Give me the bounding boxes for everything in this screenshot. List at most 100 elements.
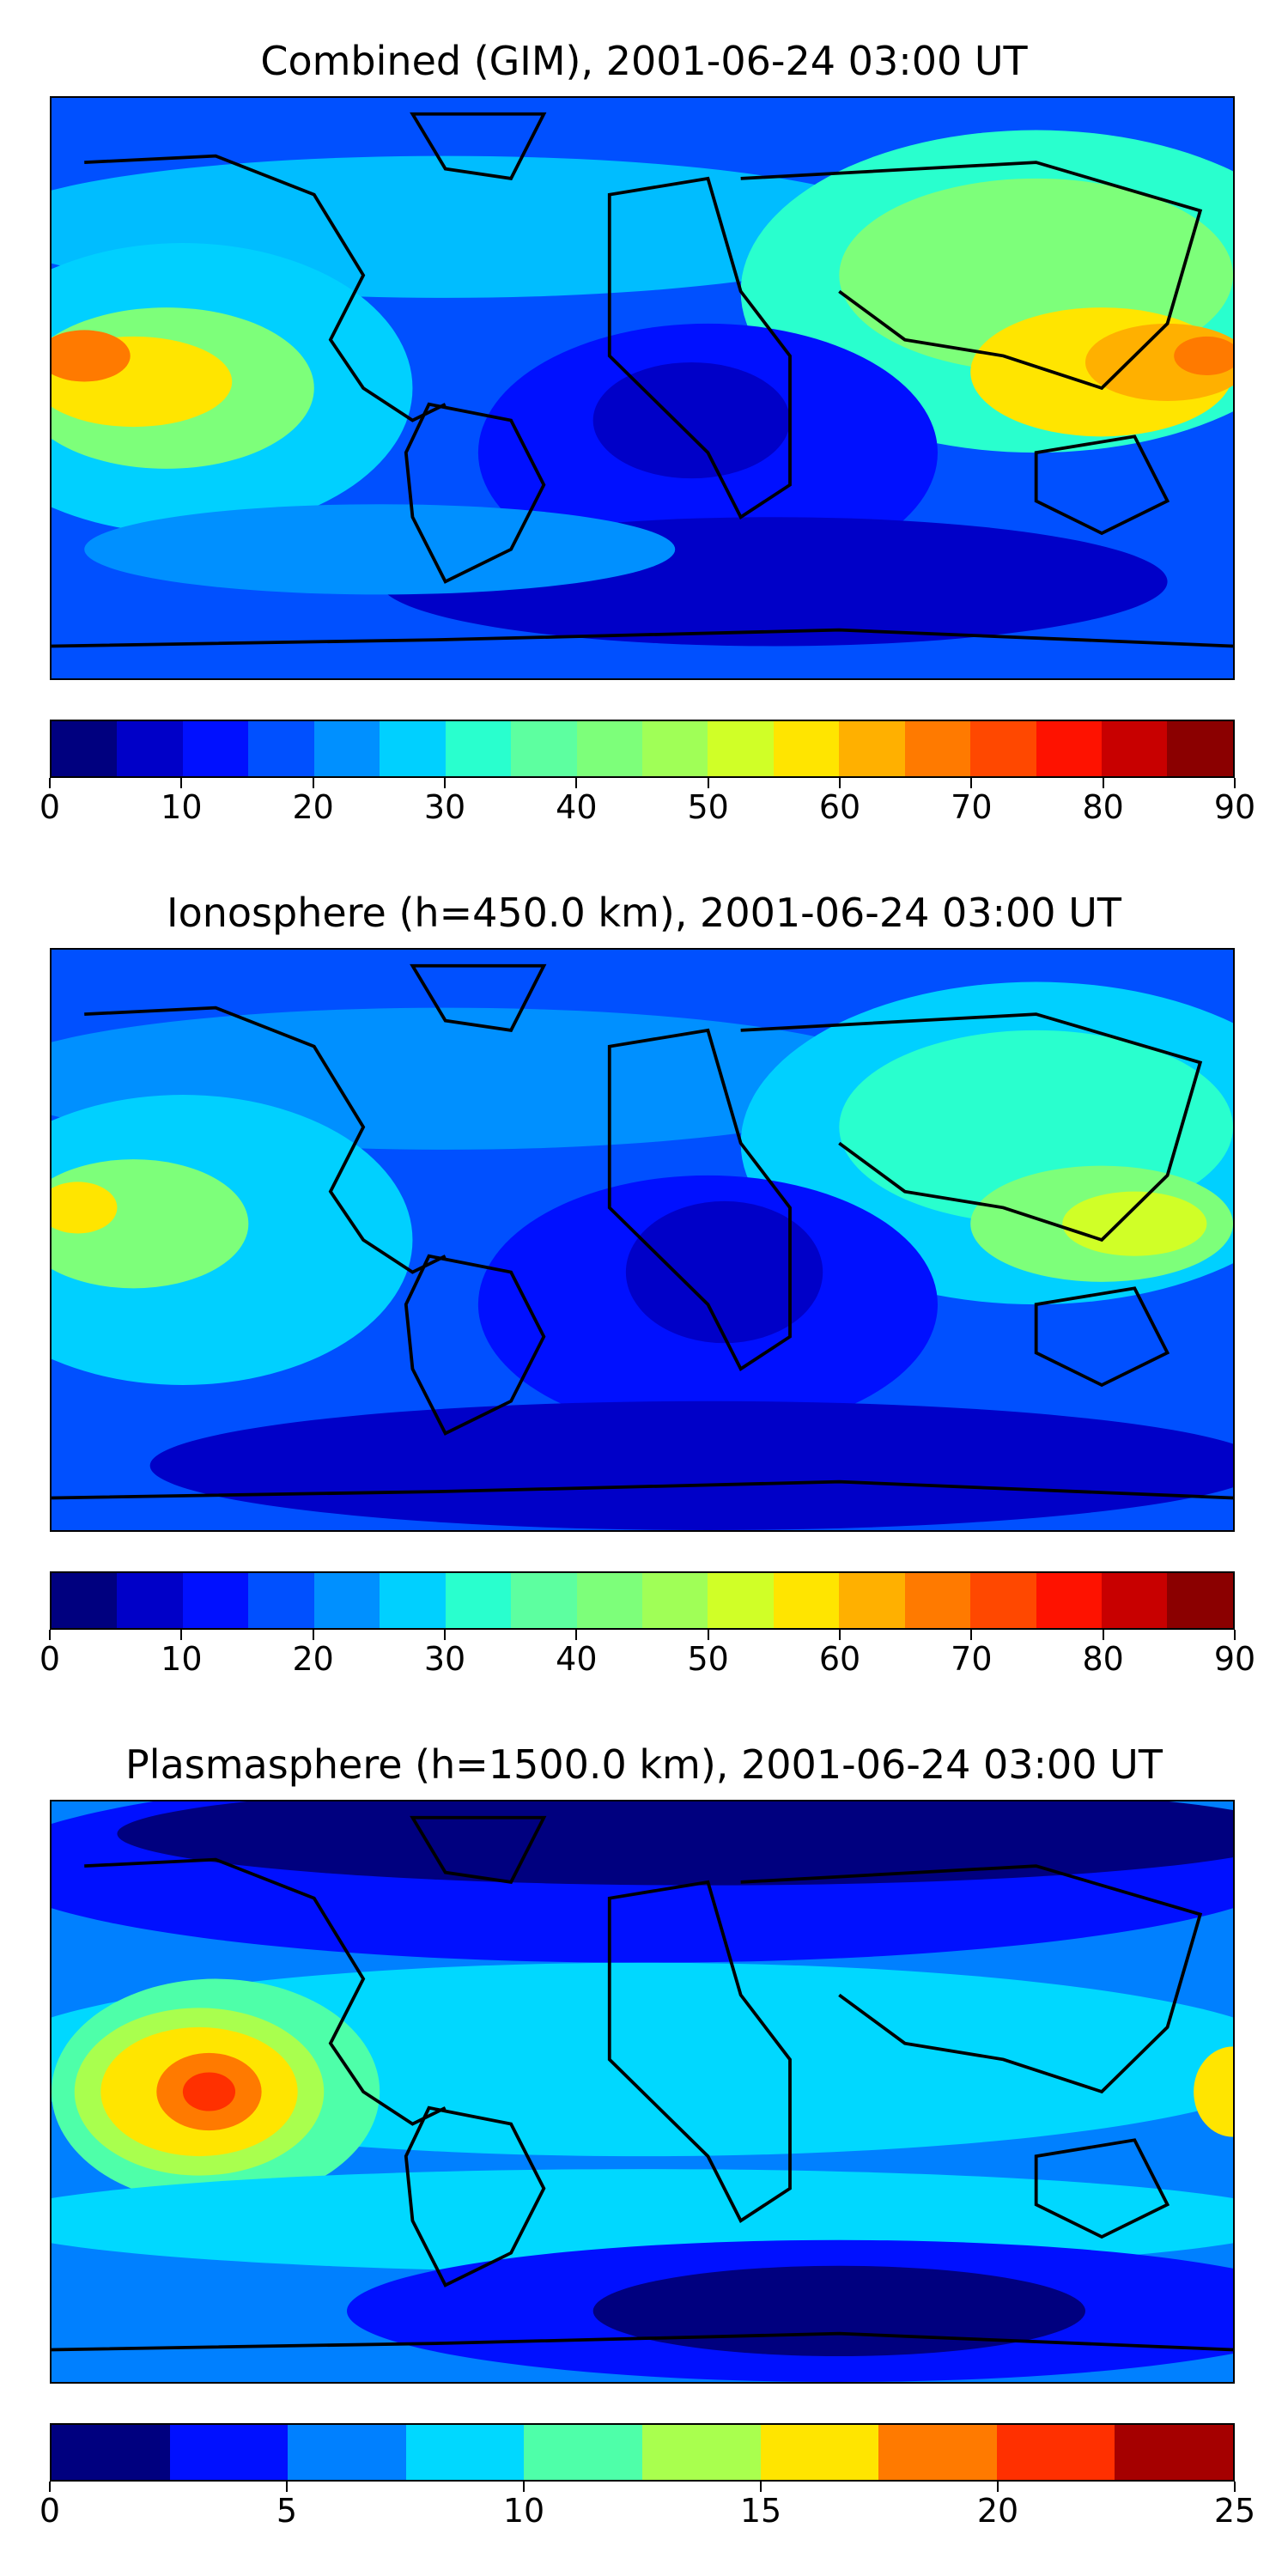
colorbar-segment — [641, 1573, 708, 1628]
colorbar-tick-label: 30 — [393, 1630, 496, 1678]
colorbar-segment — [773, 721, 840, 776]
colorbar-tick-label: 90 — [1183, 778, 1286, 826]
panel-1-colorbar-ticks: 0 10 20 30 40 50 60 70 80 90 — [39, 778, 1255, 840]
colorbar-segment — [996, 2425, 1115, 2480]
asia-coast — [740, 1012, 1203, 1242]
colorbar-segment — [445, 721, 512, 776]
panel-1-title: Combined (GIM), 2001-06-24 03:00 UT — [260, 38, 1028, 84]
south-america-coast — [404, 402, 546, 584]
panel-2-map — [50, 948, 1235, 1532]
europe-africa-coast — [607, 1028, 792, 1371]
europe-africa-coast — [607, 1880, 792, 2223]
panel-3-colorbar-ticks: 0 5 10 15 20 25 — [39, 2482, 1255, 2543]
north-america-coast — [84, 1857, 447, 2126]
colorbar-tick-label: 90 — [1183, 1630, 1286, 1678]
colorbar-segment — [970, 1573, 1036, 1628]
tec-pacific-yellow — [52, 1182, 118, 1234]
colorbar-segment — [511, 721, 577, 776]
colorbar-segment — [169, 2425, 289, 2480]
colorbar-tick-label: 10 — [472, 2482, 575, 2530]
panel-2-title: Ionosphere (h=450.0 km), 2001-06-24 03:0… — [167, 890, 1121, 936]
colorbar-segment — [760, 2425, 879, 2480]
colorbar-tick-label: 70 — [920, 1630, 1023, 1678]
greenland-coast — [410, 1815, 547, 1884]
north-america-coast — [84, 1005, 447, 1274]
panel-3-colorbar — [50, 2423, 1235, 2482]
tec-africa-low — [625, 1200, 823, 1344]
tec-asia-yellow — [1062, 1191, 1207, 1256]
colorbar-segment — [878, 2425, 997, 2480]
colorbar-segment — [839, 721, 905, 776]
greenland-coast — [410, 112, 547, 180]
north-america-coast — [84, 154, 447, 422]
colorbar-segment — [839, 1573, 905, 1628]
tec-north-darkest — [117, 1801, 1233, 1886]
colorbar-segment — [52, 2425, 170, 2480]
colorbar-segment — [52, 721, 118, 776]
colorbar-segment — [576, 721, 642, 776]
colorbar-tick-label: 15 — [709, 2482, 812, 2530]
colorbar-segment — [773, 1573, 840, 1628]
colorbar-segment — [524, 2425, 642, 2480]
colorbar-segment — [708, 1573, 774, 1628]
colorbar-tick-label: 80 — [1052, 778, 1155, 826]
colorbar-segment — [1036, 721, 1102, 776]
colorbar-tick-label: 10 — [130, 1630, 233, 1678]
colorbar-segment — [904, 1573, 971, 1628]
colorbar-tick-label: 40 — [525, 778, 628, 826]
colorbar-segment — [288, 2425, 406, 2480]
colorbar-tick-label: 60 — [788, 1630, 891, 1678]
europe-africa-coast — [607, 176, 792, 519]
panel-2-colorbar-ticks: 0 10 20 30 40 50 60 70 80 90 — [39, 1630, 1255, 1692]
colorbar-segment — [1036, 1573, 1102, 1628]
colorbar-tick-label: 20 — [946, 2482, 1049, 2530]
colorbar-segment — [405, 2425, 525, 2480]
colorbar-segment — [313, 1573, 380, 1628]
australia-coast — [1034, 434, 1170, 536]
south-america-coast — [404, 1254, 546, 1436]
colorbar-segment — [52, 1573, 118, 1628]
coastlines — [52, 1815, 1233, 2352]
colorbar-segment — [182, 1573, 249, 1628]
colorbar-tick-label: 20 — [262, 778, 365, 826]
colorbar-tick-label: 0 — [0, 778, 101, 826]
colorbar-tick-label: 60 — [788, 778, 891, 826]
colorbar-segment — [380, 721, 446, 776]
asia-coast — [740, 1864, 1203, 2094]
greenland-coast — [410, 963, 547, 1032]
australia-coast — [1034, 1286, 1170, 1388]
colorbar-segment — [708, 721, 774, 776]
colorbar-segment — [117, 721, 183, 776]
colorbar-segment — [117, 1573, 183, 1628]
colorbar-segment — [904, 721, 971, 776]
tec-asia-red — [1174, 336, 1233, 375]
colorbar-segment — [445, 1573, 512, 1628]
colorbar-segment — [511, 1573, 577, 1628]
panel-1-colorbar — [50, 720, 1235, 778]
colorbar-tick-label: 50 — [657, 778, 760, 826]
colorbar-segment — [1167, 721, 1233, 776]
colorbar-tick-label: 20 — [262, 1630, 365, 1678]
panel-3-map — [50, 1800, 1235, 2384]
colorbar-tick-label: 80 — [1052, 1630, 1155, 1678]
colorbar-tick-label: 5 — [235, 2482, 338, 2530]
colorbar-tick-label: 70 — [920, 778, 1023, 826]
colorbar-segment — [970, 721, 1036, 776]
colorbar-segment — [576, 1573, 642, 1628]
panel-2-colorbar — [50, 1571, 1235, 1630]
colorbar-segment — [380, 1573, 446, 1628]
colorbar-segment — [248, 721, 314, 776]
australia-coast — [1034, 2138, 1170, 2239]
tec-africa-low — [592, 361, 790, 479]
colorbar-segment — [248, 1573, 314, 1628]
coastlines — [52, 112, 1233, 648]
colorbar-segment — [313, 721, 380, 776]
tec-south-low — [149, 1400, 1233, 1530]
asia-coast — [740, 161, 1203, 391]
south-america-coast — [404, 2105, 546, 2287]
tec-pacific-orange — [52, 330, 131, 382]
colorbar-segment — [641, 2425, 761, 2480]
colorbar-segment — [1102, 1573, 1168, 1628]
colorbar-tick-label: 50 — [657, 1630, 760, 1678]
colorbar-segment — [182, 721, 249, 776]
